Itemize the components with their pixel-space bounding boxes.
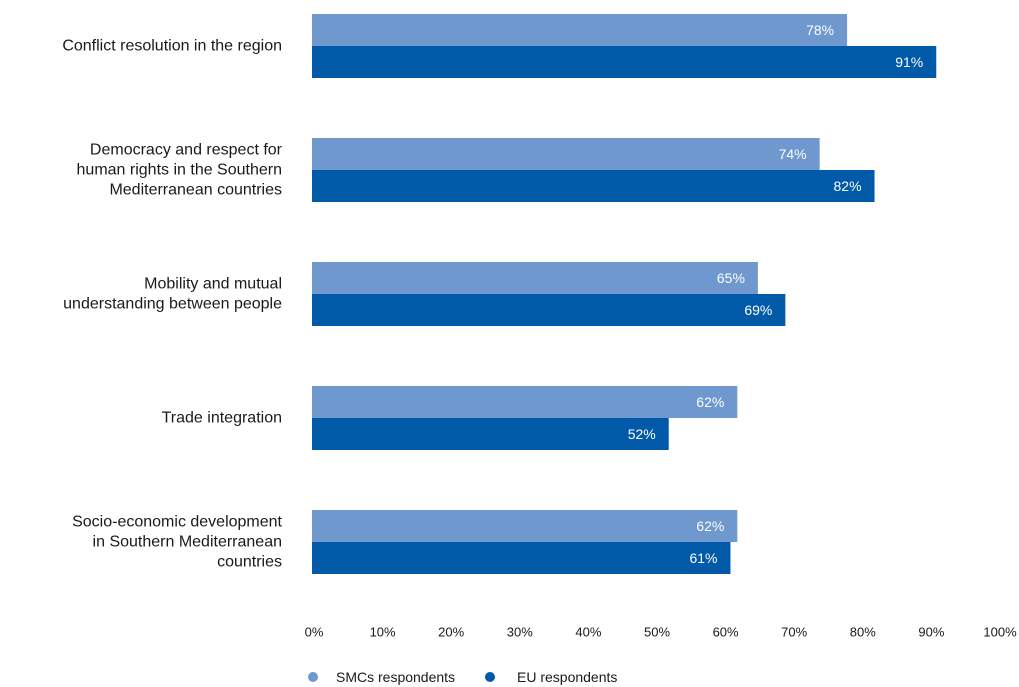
- x-tick-label: 10%: [370, 625, 396, 640]
- bar-eu: [312, 170, 875, 202]
- x-tick-label: 0%: [305, 625, 324, 640]
- bar-smcs: [312, 262, 758, 294]
- x-tick-label: 50%: [644, 625, 670, 640]
- value-label: 74%: [779, 146, 807, 162]
- bar-smcs: [312, 138, 820, 170]
- value-label: 78%: [806, 22, 834, 38]
- bar-eu: [312, 418, 669, 450]
- x-tick-label: 100%: [983, 625, 1017, 640]
- bar-eu: [312, 46, 937, 78]
- bar-eu: [312, 294, 786, 326]
- category-label: Conflict resolution in the region: [62, 38, 282, 55]
- value-label: 62%: [696, 518, 724, 534]
- legend-label: EU respondents: [517, 669, 617, 685]
- category-label: Trade integration: [162, 410, 282, 427]
- x-tick-label: 20%: [438, 625, 464, 640]
- legend-marker-eu: [485, 672, 495, 682]
- value-label: 65%: [717, 270, 745, 286]
- bars: [312, 14, 937, 574]
- category-label: Socio-economic development in Southern Me…: [72, 514, 282, 571]
- bar-smcs: [312, 386, 738, 418]
- legend-label: SMCs respondents: [336, 669, 455, 685]
- value-label: 91%: [895, 54, 923, 70]
- bar-smcs: [312, 510, 738, 542]
- bar-eu: [312, 542, 731, 574]
- x-tick-label: 90%: [918, 625, 944, 640]
- value-labels: 78% 91% 74% 82% 65% 69% 62% 52% 62% 61%: [628, 22, 924, 566]
- legend-marker-smcs: [308, 672, 318, 682]
- legend: SMCs respondents EU respondents: [308, 669, 617, 685]
- x-axis: 0% 10% 20% 30% 40% 50% 60% 70% 80% 90% 100%: [305, 625, 1017, 640]
- value-label: 62%: [696, 394, 724, 410]
- x-tick-label: 30%: [507, 625, 533, 640]
- x-tick-label: 40%: [575, 625, 601, 640]
- category-label: Mobility and mutual understanding between…: [63, 276, 282, 313]
- value-label: 61%: [689, 550, 717, 566]
- value-label: 82%: [834, 178, 862, 194]
- value-label: 52%: [628, 426, 656, 442]
- x-tick-label: 60%: [713, 625, 739, 640]
- category-labels: Conflict resolution in the region Democra…: [62, 38, 282, 571]
- value-label: 69%: [744, 302, 772, 318]
- x-tick-label: 80%: [850, 625, 876, 640]
- bar-smcs: [312, 14, 848, 46]
- category-label: Democracy and respect for human rights in…: [77, 142, 283, 199]
- x-tick-label: 70%: [781, 625, 807, 640]
